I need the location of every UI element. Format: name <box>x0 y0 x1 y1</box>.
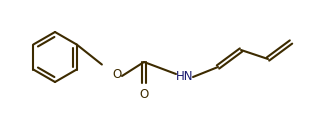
Text: O: O <box>140 88 149 101</box>
Text: O: O <box>112 68 122 81</box>
Text: HN: HN <box>176 70 194 83</box>
